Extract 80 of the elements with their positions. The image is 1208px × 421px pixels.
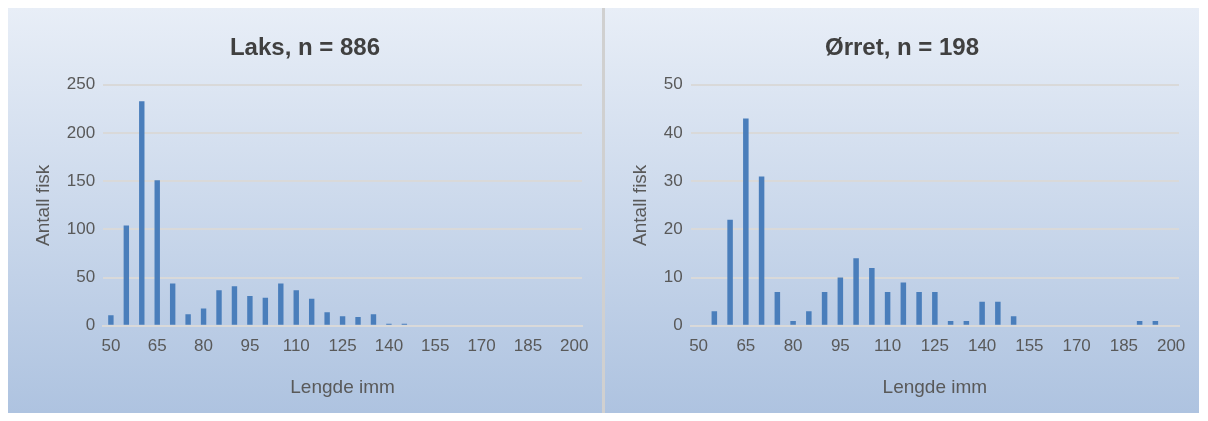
bar [324,312,330,325]
x-tick-label: 50 [689,335,709,355]
bar [1152,320,1159,325]
bar [916,292,922,325]
y-tick-label: 250 [66,74,96,94]
bar [108,315,114,325]
bar [869,267,875,325]
y-axis-title: Antall fisk [31,164,53,246]
y-tick-label: 10 [663,267,683,287]
x-tick-label: 125 [920,335,950,355]
bar [139,101,145,325]
y-tick-label: 20 [663,219,683,239]
y-axis-title: Antall fisk [628,164,650,246]
x-tick-label: 65 [147,335,167,355]
x-tick-label: 170 [1062,335,1091,355]
x-tick-label: 140 [374,335,404,355]
x-tick-label: 50 [101,335,121,355]
y-tick-label: 30 [663,170,683,190]
bar [308,298,315,325]
chart-title: Ørret, n = 198 [824,33,980,61]
bar [947,320,954,325]
x-tick-label: 155 [1015,335,1044,355]
bar [262,297,269,325]
x-tick-label: 140 [967,335,997,355]
x-tick-label: 170 [467,335,496,355]
y-tick-label: 50 [76,267,96,287]
bar [743,118,749,325]
bar [963,320,970,325]
x-tick-label: 185 [513,335,543,355]
x-axis-title: Lengde imm [290,375,395,397]
bar [370,314,377,325]
bar [216,290,222,325]
chart-title: Laks, n = 886 [229,33,381,61]
bar [932,292,938,325]
x-tick-label: 95 [830,335,850,355]
bar [278,283,284,325]
bar [837,277,844,325]
bar [884,292,891,325]
y-tick-label: 0 [85,315,96,335]
y-tick-label: 50 [663,74,683,94]
x-tick-label: 65 [736,335,756,355]
y-tick-label: 150 [66,170,96,190]
bar [979,301,985,325]
bar [790,320,796,325]
bar [1136,320,1143,325]
x-tick-label: 80 [783,335,803,355]
bar [200,308,207,325]
bar [339,316,346,325]
y-tick-label: 40 [663,122,683,142]
bar [821,292,828,325]
bar [123,225,130,325]
bar [758,176,765,325]
bar [293,290,299,325]
y-tick-label: 200 [66,122,96,142]
bar [995,301,1001,325]
bar [727,219,733,325]
y-tick-label: 100 [66,219,96,239]
x-tick-label: 110 [874,335,902,355]
y-tick-label: 0 [673,315,683,335]
bar [806,311,812,325]
bar [1010,316,1017,325]
bar [355,317,361,325]
x-tick-label: 125 [328,335,357,355]
bar [711,311,718,325]
bar [231,286,238,325]
x-axis-title: Lengde imm [882,375,988,397]
bar [185,314,191,325]
x-tick-label: 155 [421,335,450,355]
x-tick-label: 200 [560,335,589,355]
bar [900,282,907,325]
bar [169,283,176,325]
x-tick-label: 80 [194,335,214,355]
x-tick-label: 95 [240,335,260,355]
x-tick-label: 185 [1109,335,1139,355]
x-tick-label: 110 [282,335,310,355]
bar [853,258,859,325]
bar [247,295,253,325]
bar [774,292,781,325]
x-tick-label: 200 [1156,335,1186,355]
bar [154,180,160,325]
